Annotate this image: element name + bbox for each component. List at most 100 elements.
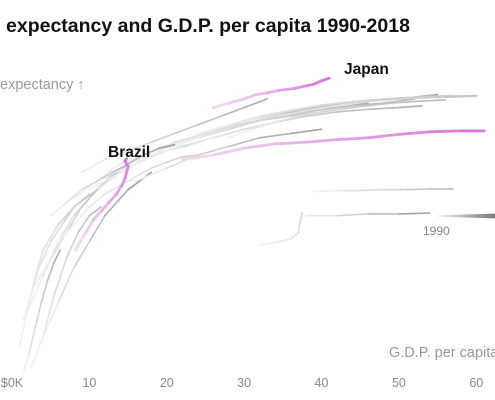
highlighted-series-line-segment bbox=[320, 76, 331, 83]
background-series-line-segment bbox=[65, 206, 83, 234]
highlighted-series-group bbox=[74, 76, 486, 252]
background-series-line-segment bbox=[444, 95, 478, 98]
background-series-line bbox=[22, 249, 61, 373]
background-series-line bbox=[196, 95, 478, 135]
background-series-line-segment bbox=[297, 111, 323, 117]
background-series-line-segment bbox=[42, 292, 56, 338]
background-series-line-segment bbox=[77, 214, 91, 234]
background-series-line-segment bbox=[104, 188, 129, 217]
background-series-line-segment bbox=[413, 95, 447, 98]
background-series-line-segment bbox=[328, 104, 362, 110]
chart-title: expectancy and G.D.P. per capita 1990-20… bbox=[6, 15, 410, 37]
highlighted-series-line-segment bbox=[84, 218, 95, 235]
background-series-line-segment bbox=[135, 150, 168, 165]
background-series-line-segment bbox=[34, 258, 52, 286]
background-series-line bbox=[49, 144, 176, 217]
background-series-line-segment bbox=[359, 188, 385, 192]
label-brazil: Brazil bbox=[108, 144, 150, 161]
background-series-line-segment bbox=[312, 189, 338, 193]
background-series-line-segment bbox=[413, 99, 447, 103]
background-series-line-segment bbox=[444, 94, 478, 98]
background-series-line-segment bbox=[150, 161, 168, 169]
background-series-line-segment bbox=[343, 105, 369, 110]
background-series-line-segment bbox=[61, 206, 75, 226]
background-series-line-segment bbox=[258, 132, 292, 139]
background-series-line-segment bbox=[258, 109, 292, 117]
background-series-line-segment bbox=[297, 107, 331, 115]
background-series-line-segment bbox=[266, 112, 300, 120]
background-series-line bbox=[312, 188, 454, 193]
background-series-line-segment bbox=[320, 102, 354, 109]
background-series-line-segment bbox=[73, 197, 87, 208]
background-series-line-segment bbox=[336, 108, 369, 113]
background-series-line-segment bbox=[52, 249, 61, 265]
background-series-line-segment bbox=[84, 188, 98, 200]
highlighted-series-line-segment bbox=[227, 97, 246, 105]
background-series-line-segment bbox=[22, 292, 33, 321]
highlighted-series-line-segment bbox=[211, 146, 246, 157]
background-series-line-segment bbox=[196, 124, 230, 135]
highlighted-series-line bbox=[211, 76, 331, 109]
background-series-line-segment bbox=[65, 232, 79, 260]
background-series-line-segment bbox=[173, 132, 207, 143]
background-series-line-segment bbox=[65, 188, 83, 204]
background-series-line-segment bbox=[88, 171, 122, 191]
background-series-line-segment bbox=[382, 96, 416, 100]
background-series-line-segment bbox=[28, 327, 37, 355]
highlighted-series-line-segment bbox=[273, 140, 308, 146]
background-series-line-segment bbox=[243, 98, 269, 109]
background-series-line bbox=[258, 212, 304, 246]
background-series-line-segment bbox=[127, 171, 153, 191]
x-tick-label: 10 bbox=[82, 376, 96, 390]
background-series-line-segment bbox=[297, 221, 301, 234]
background-series-line bbox=[26, 167, 122, 312]
background-series-line bbox=[42, 171, 153, 338]
background-series-line-segment bbox=[204, 124, 238, 135]
y-axis-label: expectancy ↑ bbox=[0, 77, 85, 93]
x-tick-label: 20 bbox=[160, 376, 174, 390]
background-series-line bbox=[166, 94, 478, 152]
background-series-line-segment bbox=[40, 279, 49, 304]
background-series-line-segment bbox=[181, 137, 214, 149]
background-series-line-segment bbox=[289, 104, 323, 111]
background-series-line-segment bbox=[289, 106, 323, 115]
background-series-line-segment bbox=[49, 201, 67, 217]
background-series-line-segment bbox=[104, 184, 122, 195]
background-series-line-segment bbox=[53, 258, 67, 295]
background-series-line-segment bbox=[351, 99, 385, 104]
highlighted-series-line-segment bbox=[74, 231, 87, 252]
background-series-line bbox=[80, 98, 269, 174]
background-series-line-segment bbox=[298, 212, 304, 224]
background-series-line-segment bbox=[127, 154, 145, 165]
background-series-line-segment bbox=[398, 105, 423, 109]
background-series-line-segment bbox=[281, 106, 315, 115]
highlighted-series-line-segment bbox=[99, 201, 111, 213]
highlighted-series-line-segment bbox=[312, 79, 323, 86]
background-series-line-segment bbox=[274, 238, 292, 244]
background-series-line-segment bbox=[251, 121, 276, 130]
background-series-line-segment bbox=[227, 128, 253, 139]
background-series-line-segment bbox=[312, 102, 346, 109]
background-series-line-segment bbox=[38, 240, 52, 269]
background-series-line bbox=[111, 101, 392, 169]
background-series-line-segment bbox=[305, 111, 338, 117]
x-axis-ticks: $0K 10 20 30 40 50 60 bbox=[1, 376, 483, 390]
highlighted-series-line-segment bbox=[123, 157, 128, 163]
highlighted-series-line bbox=[180, 129, 486, 161]
highlighted-series-line-segment bbox=[366, 132, 401, 140]
background-series-line-segment bbox=[80, 158, 106, 174]
background-series-line-segment bbox=[111, 163, 129, 174]
background-series-line-segment bbox=[274, 115, 300, 124]
highlighted-series-line-segment bbox=[91, 209, 103, 222]
background-series-line-segment bbox=[382, 97, 416, 101]
label-japan: Japan bbox=[344, 61, 389, 78]
background-series-line-segment bbox=[367, 102, 392, 107]
background-series-line-segment bbox=[73, 206, 91, 226]
background-series-line-segment bbox=[127, 141, 153, 152]
background-series-line-segment bbox=[166, 137, 199, 152]
highlighted-series-line-segment bbox=[265, 88, 281, 95]
x-tick-label: $0K bbox=[1, 376, 24, 390]
background-series-line-segment bbox=[398, 212, 431, 215]
background-series-line-segment bbox=[96, 171, 114, 182]
background-series-line-segment bbox=[88, 193, 106, 208]
